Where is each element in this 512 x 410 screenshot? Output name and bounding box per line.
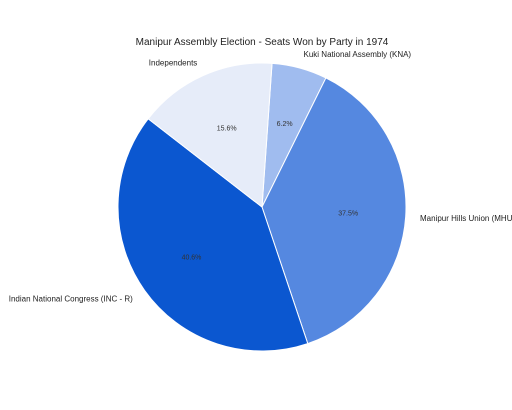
pie-percent-label: 6.2% bbox=[277, 121, 293, 128]
pie-slice-manipur-hills-union-mhu bbox=[261, 77, 407, 345]
pie-slice-label: Independents bbox=[149, 58, 198, 67]
chart-title: Manipur Assembly Election - Seats Won by… bbox=[136, 37, 389, 48]
pie-slice-independents bbox=[147, 62, 273, 208]
pie-slice-label: Manipur Hills Union (MHU) bbox=[420, 214, 512, 223]
pie-slice-label: Kuki National Assembly (KNA) bbox=[304, 50, 412, 59]
pie-slice-indian-national-congress-inc-r bbox=[117, 118, 309, 352]
pie-slice-labels: Kuki National Assembly (KNA) Manipur Hill… bbox=[9, 50, 512, 304]
pie-percent-label: 37.5% bbox=[338, 210, 358, 217]
pie-slices bbox=[117, 62, 407, 352]
pie-slice-label: Indian National Congress (INC - R) bbox=[9, 295, 133, 304]
pie-percent-labels: 6.2% 37.5% 40.6% 15.6% bbox=[182, 121, 359, 261]
pie-percent-label: 40.6% bbox=[182, 255, 202, 262]
pie-percent-label: 15.6% bbox=[217, 126, 237, 133]
